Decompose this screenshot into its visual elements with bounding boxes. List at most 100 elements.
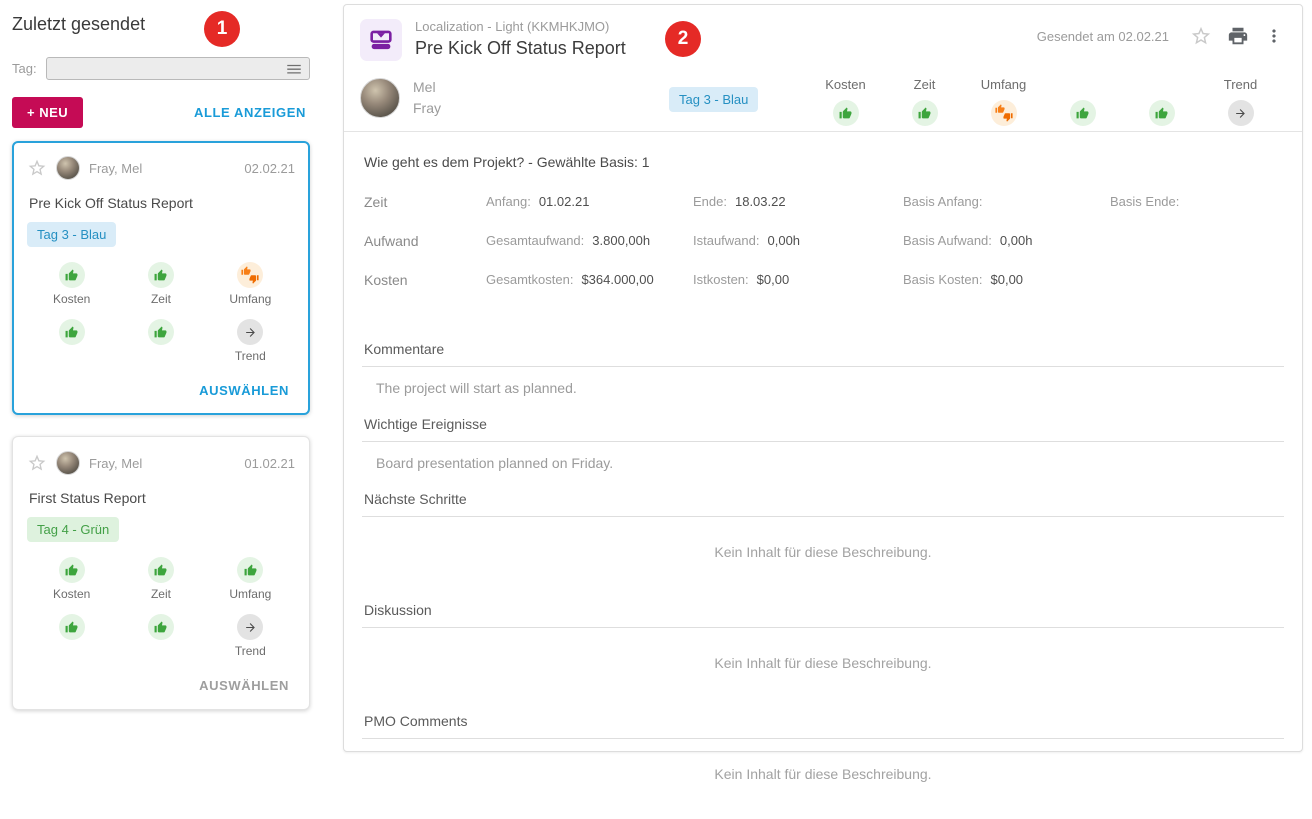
status-extra-1 <box>1043 77 1122 126</box>
header-toolbar: Gesendet am 02.02.21 <box>1037 25 1284 47</box>
detail-pair: Istkosten: $0,00 <box>693 272 790 287</box>
status-umfang: Umfang <box>229 262 271 306</box>
header-status-bar: Kosten Zeit Umfang Tren <box>806 77 1280 126</box>
section-kommentare: Kommentare The project will start as pla… <box>362 336 1284 411</box>
star-icon[interactable] <box>27 158 47 178</box>
report-card-selected[interactable]: Fray, Mel 02.02.21 Pre Kick Off Status R… <box>12 141 310 415</box>
arrow-right-icon <box>237 319 264 345</box>
detail-pair: Basis Kosten: $0,00 <box>903 272 1024 287</box>
status-extra-2 <box>147 319 174 363</box>
project-question: Wie geht es dem Projekt? - Gewählte Basi… <box>364 154 650 170</box>
section-body: The project will start as planned. <box>376 380 577 396</box>
status-kosten: Kosten <box>806 77 885 126</box>
avatar <box>360 78 400 118</box>
section-heading: Wichtige Ereignisse <box>362 411 1284 442</box>
detail-pair: Basis Aufwand: 0,00h <box>903 233 1033 248</box>
detail-pair <box>1110 272 1284 288</box>
print-icon[interactable] <box>1227 25 1249 47</box>
section-body-empty: Kein Inhalt für diese Beschreibung. <box>714 544 932 560</box>
tag-chip: Tag 3 - Blau <box>669 87 759 112</box>
status-label: Zeit <box>913 77 936 92</box>
status-trend: Trend <box>1201 77 1280 126</box>
card-date: 02.02.21 <box>244 160 295 176</box>
thumb-up-icon <box>58 614 85 640</box>
thumb-up-icon <box>832 100 859 126</box>
status-kosten: Kosten <box>53 557 90 601</box>
status-zeit: Zeit <box>147 557 174 601</box>
star-icon[interactable] <box>1190 25 1212 47</box>
tag-filter-input[interactable] <box>45 57 310 80</box>
author-first-name: Mel <box>413 79 436 95</box>
status-label: Trend <box>234 644 266 658</box>
report-title-block: Localization - Light (KKMHKJMO) Pre Kick… <box>360 19 626 61</box>
status-trend: Trend <box>235 614 266 658</box>
report-body: Wie geht es dem Projekt? - Gewählte Basi… <box>344 132 1302 819</box>
detail-pair <box>1110 233 1284 249</box>
detail-category: Aufwand <box>364 233 419 249</box>
detail-pair: Anfang: 01.02.21 <box>486 194 590 209</box>
arrow-right-icon <box>1227 100 1254 126</box>
detail-pair: Istaufwand: 0,00h <box>693 233 801 248</box>
section-body-empty: Kein Inhalt für diese Beschreibung. <box>714 655 932 671</box>
thumb-up-icon <box>58 262 85 288</box>
thumb-up-icon <box>237 557 264 583</box>
report-author-block: Mel Fray <box>360 77 441 119</box>
status-extra-1 <box>58 614 85 658</box>
sidebar-title: Zuletzt gesendet <box>12 14 146 34</box>
detail-pair: Ende: 18.03.22 <box>693 194 786 209</box>
card-header: Fray, Mel 01.02.21 <box>27 451 295 475</box>
sidebar-actions-row: + NEU ALLE ANZEIGEN <box>12 97 310 128</box>
kebab-menu-icon[interactable] <box>1264 25 1284 47</box>
section-heading: PMO Comments <box>362 708 1284 739</box>
detail-pair: Gesamtaufwand: 3.800,00h <box>486 233 651 248</box>
section-body: Board presentation planned on Friday. <box>376 455 614 471</box>
status-umfang: Umfang <box>229 557 271 601</box>
detail-pair: Basis Ende: <box>1110 194 1180 209</box>
status-label: Trend <box>1223 77 1258 92</box>
thumb-up-icon <box>147 614 174 640</box>
status-extra-2 <box>1122 77 1201 126</box>
thumb-up-icon <box>1069 100 1096 126</box>
tag-chip: Tag 4 - Grün <box>27 517 120 542</box>
thumb-up-icon <box>147 262 174 288</box>
avatar <box>56 156 80 180</box>
thumb-up-icon <box>1148 100 1175 126</box>
status-zeit: Zeit <box>147 262 174 306</box>
select-report-button[interactable]: AUSWÄHLEN <box>199 678 289 693</box>
project-name: Localization - Light (KKMHKJMO) <box>415 19 610 34</box>
star-icon[interactable] <box>27 453 47 473</box>
show-all-link[interactable]: ALLE ANZEIGEN <box>193 105 306 120</box>
thumb-up-icon <box>58 557 85 583</box>
report-card[interactable]: Fray, Mel 01.02.21 First Status Report T… <box>12 436 310 710</box>
detail-pair: Basis Anfang: <box>903 194 983 209</box>
annotation-marker-1: 1 <box>204 11 240 47</box>
status-extra-2 <box>147 614 174 658</box>
arrow-right-icon <box>237 614 264 640</box>
card-author: Fray, Mel <box>89 455 143 471</box>
select-report-button[interactable]: AUSWÄHLEN <box>199 383 289 398</box>
tag-filter-row: Tag: <box>12 57 310 80</box>
card-date: 01.02.21 <box>244 455 295 471</box>
status-label: Kosten <box>52 292 91 306</box>
avatar <box>56 451 80 475</box>
new-report-button[interactable]: + NEU <box>12 97 84 128</box>
tag-chip: Tag 3 - Blau <box>27 222 117 247</box>
status-umfang: Umfang <box>964 77 1043 126</box>
sent-date-label: Gesendet am 02.02.21 <box>1036 28 1169 44</box>
tag-filter-label: Tag: <box>12 61 37 76</box>
status-label: Trend <box>234 349 266 363</box>
section-wichtige-ereignisse: Wichtige Ereignisse Board presentation p… <box>362 411 1284 486</box>
section-naechste-schritte: Nächste Schritte Kein Inhalt für diese B… <box>362 486 1284 597</box>
recently-sent-sidebar: Zuletzt gesendet Tag: + NEU ALLE ANZEIGE… <box>12 14 310 731</box>
status-label: Zeit <box>150 587 171 601</box>
detail-category: Zeit <box>364 194 388 210</box>
detail-pair: Gesamtkosten: $364.000,00 <box>486 272 654 287</box>
status-label: Zeit <box>150 292 171 306</box>
status-kosten: Kosten <box>53 262 90 306</box>
card-header: Fray, Mel 02.02.21 <box>27 156 295 180</box>
section-heading: Kommentare <box>362 336 1284 367</box>
report-header: Localization - Light (KKMHKJMO) Pre Kick… <box>344 5 1302 132</box>
report-title: Pre Kick Off Status Report <box>415 38 626 58</box>
author-last-name: Fray <box>413 100 441 116</box>
annotation-marker-2: 2 <box>665 21 701 57</box>
